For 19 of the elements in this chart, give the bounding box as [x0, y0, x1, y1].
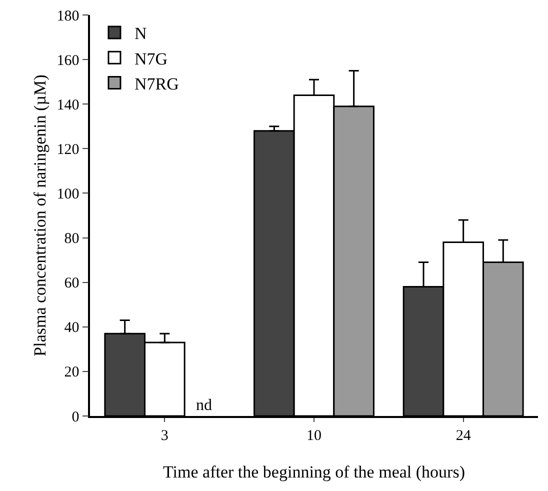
y-tick-label: 140 — [56, 97, 80, 114]
legend-label: N7G — [134, 49, 168, 68]
legend-label: N — [134, 24, 147, 44]
y-tick-label: 120 — [56, 142, 80, 158]
y-tick-label: 80 — [64, 231, 80, 248]
x-tick-label: 24 — [456, 428, 472, 444]
legend-label: N7RG — [134, 74, 179, 94]
y-tick-label: 180 — [56, 8, 80, 24]
y-tick-label: 160 — [56, 52, 80, 69]
y-tick-label: 100 — [56, 186, 80, 202]
y-tick-label: 40 — [64, 320, 80, 336]
x-tick-label: 3 — [160, 428, 168, 444]
y-tick-label: 60 — [64, 276, 80, 292]
x-tick-label: 10 — [306, 428, 322, 444]
x-axis-title: Time after the beginning of the meal (hours) — [163, 462, 465, 482]
annotation: nd — [196, 397, 212, 414]
y-tick-label: 20 — [64, 364, 80, 381]
y-axis-title: Plasma concentration of naringenin (µM) — [30, 74, 50, 356]
y-tick-label: 0 — [72, 409, 80, 426]
